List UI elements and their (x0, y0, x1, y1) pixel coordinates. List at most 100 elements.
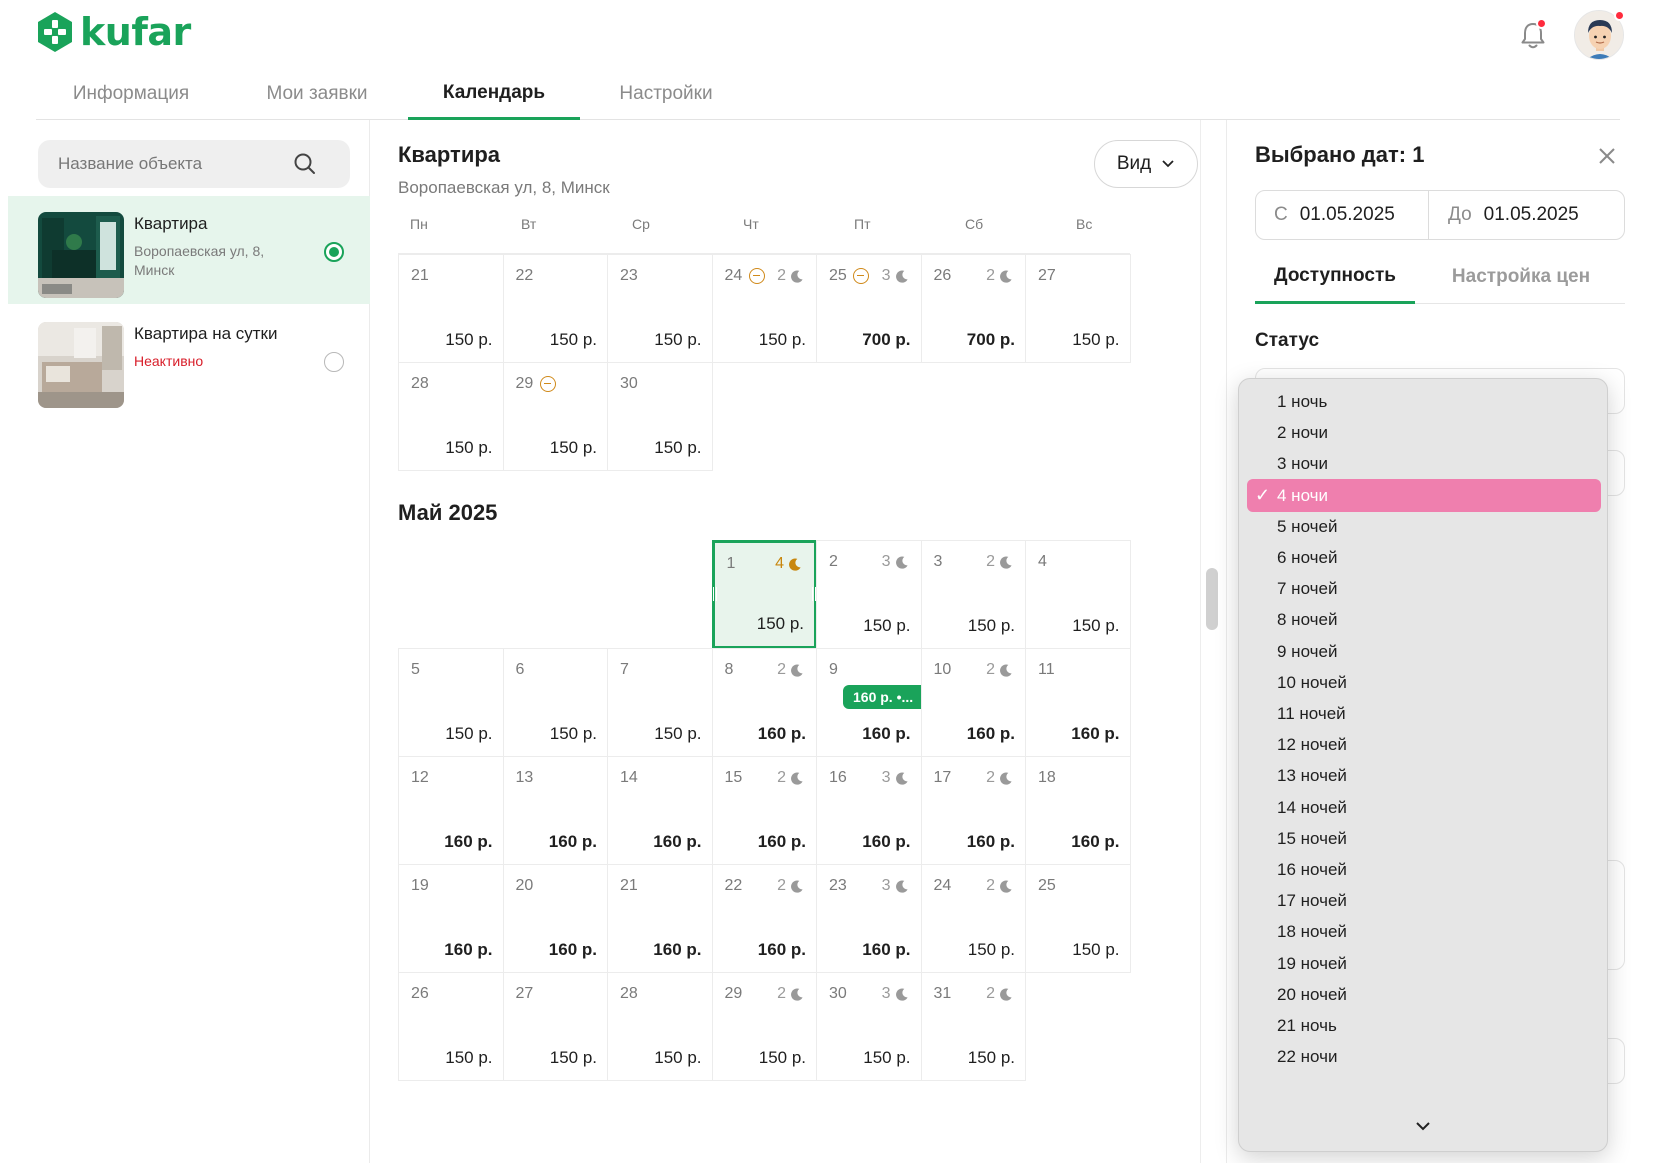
tab-information[interactable]: Информация (72, 83, 190, 104)
view-button[interactable]: Вид (1094, 140, 1198, 188)
calendar-day[interactable]: 28 150 р. (607, 972, 713, 1081)
calendar-day[interactable]: 21 150 р. (398, 254, 504, 363)
calendar-day[interactable]: 4 150 р. (1025, 540, 1131, 649)
nights-option[interactable]: 5 ночей (1247, 510, 1601, 543)
calendar-day[interactable]: 25 3 700 р. (816, 254, 922, 363)
kufar-logo[interactable]: kufar (36, 10, 191, 54)
calendar-day[interactable]: 27 150 р. (1025, 254, 1131, 363)
nights-option[interactable]: 8 ночей (1247, 603, 1601, 636)
object-item[interactable]: Квартира на сутки Неактивно (8, 306, 370, 414)
nights-option[interactable]: 15 ночей (1247, 822, 1601, 855)
calendar-day[interactable]: 23 3 160 р. (816, 864, 922, 973)
nights-option[interactable]: 14 ночей (1247, 791, 1601, 824)
calendar-day[interactable]: 14 160 р. (607, 756, 713, 865)
chevron-down-icon[interactable] (1409, 1117, 1437, 1137)
calendar-day[interactable]: 29 150 р. (502, 362, 608, 471)
nights-option[interactable]: 1 ночь (1247, 385, 1601, 418)
calendar-day[interactable]: 5 150 р. (398, 648, 504, 757)
calendar-day[interactable]: 31 2 150 р. (920, 972, 1026, 1081)
tab-calendar[interactable]: Календарь (408, 68, 580, 120)
tab-availability[interactable]: Доступность (1255, 250, 1415, 304)
day-number: 10 (933, 661, 952, 678)
calendar-day[interactable]: 18 160 р. (1025, 756, 1131, 865)
calendar-scrollbar[interactable] (1206, 568, 1218, 630)
nights-option[interactable]: 7 ночей (1247, 572, 1601, 605)
tab-settings[interactable]: Настройки (619, 83, 713, 104)
day-price: 150 р. (654, 438, 702, 457)
calendar-day[interactable]: 9 160 р. 160 р. •... (816, 648, 939, 757)
calendar-day[interactable]: 30 3 150 р. (816, 972, 922, 1081)
calendar-day[interactable]: 25 150 р. (1025, 864, 1131, 973)
day-price: 150 р. (654, 724, 702, 743)
calendar-day[interactable]: 22 150 р. (502, 254, 608, 363)
day-number: 27 (515, 985, 534, 1002)
calendar-day[interactable]: 12 160 р. (398, 756, 504, 865)
calendar-day[interactable]: 21 160 р. (607, 864, 713, 973)
nights-option[interactable]: 18 ночей (1247, 915, 1601, 948)
nights-option[interactable]: 19 ночей (1247, 947, 1601, 980)
nights-option[interactable]: 9 ночей (1247, 635, 1601, 668)
range-handle-left[interactable] (712, 587, 717, 601)
nights-option[interactable]: 16 ночей (1247, 853, 1601, 886)
calendar-day[interactable]: 24 2 150 р. (920, 864, 1026, 973)
day-number: 22 (515, 267, 534, 284)
calendar-day[interactable]: 6 150 р. (502, 648, 608, 757)
min-nights-value: 2 (777, 877, 786, 894)
calendar-day[interactable]: 24 2 150 р. (711, 254, 817, 363)
min-nights: 2 (986, 553, 1013, 571)
nights-option[interactable]: 17 ночей (1247, 884, 1601, 917)
nights-option[interactable]: 11 ночей (1247, 697, 1601, 730)
day-price: 160 р. (757, 940, 806, 959)
calendar-day[interactable]: 29 2 150 р. (711, 972, 817, 1081)
calendar-day[interactable]: 26 2 700 р. (920, 254, 1026, 363)
nights-dropdown[interactable]: 1 ночь 2 ночи 3 ночи ✓ 4 ночи 5 ночей 6 ночей 7… (1238, 378, 1608, 1152)
nights-option[interactable]: 10 ночей (1247, 666, 1601, 699)
tab-price-settings[interactable]: Настройка цен (1451, 266, 1591, 287)
calendar-day[interactable]: 19 160 р. (398, 864, 504, 973)
calendar-day[interactable]: 8 2 160 р. (711, 648, 817, 757)
calendar-day[interactable]: 27 150 р. (502, 972, 608, 1081)
date-to-field[interactable]: До 01.05.2025 (1448, 191, 1618, 239)
nights-option[interactable]: 2 ночи (1247, 416, 1601, 449)
calendar-grid[interactable]: 21 150 р. 22 150 р. 23 150 р. 24 2 150 р. 25 3 700 … (372, 250, 1172, 1163)
calendar-day[interactable]: 16 3 160 р. (816, 756, 922, 865)
nights-option[interactable]: 22 ночи (1247, 1040, 1601, 1073)
calendar-day[interactable]: 15 2 160 р. (711, 756, 817, 865)
range-handle-right[interactable] (812, 587, 816, 601)
min-nights-value: 2 (986, 769, 995, 786)
nights-option[interactable]: ✓ 4 ночи (1247, 478, 1601, 512)
calendar-day[interactable]: 17 2 160 р. (920, 756, 1026, 865)
calendar-day[interactable]: 30 150 р. (607, 362, 713, 471)
nights-option[interactable]: 13 ночей (1247, 759, 1601, 792)
calendar-day[interactable]: 22 2 160 р. (711, 864, 817, 973)
calendar-day[interactable]: 20 160 р. (502, 864, 608, 973)
object-item[interactable]: Квартира Воропаевская ул, 8, Минск (8, 196, 370, 304)
min-nights: 2 (777, 877, 804, 895)
nights-option[interactable]: 20 ночей (1247, 978, 1601, 1011)
nights-option[interactable]: 12 ночей (1247, 728, 1601, 761)
object-search-input[interactable] (56, 140, 296, 188)
view-button-label: Вид (1116, 153, 1152, 174)
calendar-day[interactable]: 28 150 р. (398, 362, 504, 471)
nights-option[interactable]: 3 ночи (1247, 447, 1601, 480)
calendar-day[interactable]: 26 150 р. (398, 972, 504, 1081)
calendar-day[interactable]: 3 2 150 р. (920, 540, 1026, 649)
calendar-day-selected[interactable]: 1 4 150 р. (711, 540, 817, 649)
nights-option[interactable]: 21 ночь (1247, 1009, 1601, 1042)
calendar-day[interactable]: 11 160 р. (1025, 648, 1131, 757)
calendar-day[interactable]: 13 160 р. (502, 756, 608, 865)
object-select-radio[interactable] (324, 242, 344, 262)
object-select-radio[interactable] (324, 352, 344, 372)
nights-option[interactable]: 6 ночей (1247, 541, 1601, 574)
tab-my-requests[interactable]: Мои заявки (266, 83, 368, 104)
notifications-button[interactable] (1516, 18, 1550, 52)
calendar-day[interactable]: 10 2 160 р. (920, 648, 1026, 757)
calendar-day[interactable]: 7 150 р. (607, 648, 713, 757)
day-number: 7 (620, 661, 629, 678)
close-button[interactable] (1593, 142, 1621, 170)
date-from-field[interactable]: С 01.05.2025 (1274, 191, 1434, 239)
day-price: 150 р. (967, 616, 1015, 635)
search-icon[interactable] (292, 151, 318, 177)
